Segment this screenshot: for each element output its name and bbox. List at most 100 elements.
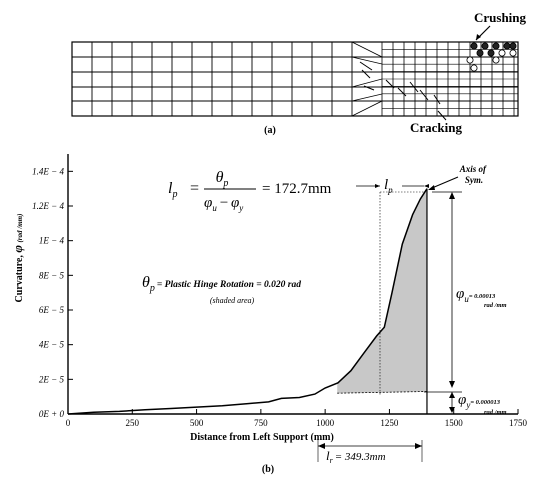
crushing-marker bbox=[481, 42, 489, 50]
y-axis-title: Curvature, φ (rad /mm) bbox=[10, 214, 25, 303]
crack-mark bbox=[419, 89, 429, 101]
crack-mark bbox=[359, 61, 373, 71]
theta-symbol: θ bbox=[142, 274, 150, 291]
y-tick-label: 1.4E − 4 bbox=[32, 166, 64, 176]
lr-arrow-left bbox=[318, 443, 325, 449]
y-tick-label: 1E − 4 bbox=[39, 236, 65, 246]
theta-note: (shaded area) bbox=[210, 296, 255, 305]
phi-u-arrow-bottom bbox=[449, 381, 455, 388]
axis-of-sym-line1: Axis of bbox=[459, 164, 487, 174]
crushing-marker bbox=[509, 42, 517, 50]
y-tick-label: 0E + 0 bbox=[39, 409, 65, 419]
lp-formula-num: θ bbox=[216, 169, 224, 186]
phi-y-label: φy= 0.000013 bbox=[458, 392, 501, 410]
theta-sub: p bbox=[149, 283, 155, 294]
phi-u-sub: u bbox=[464, 294, 469, 304]
crack-mark bbox=[433, 94, 441, 105]
lp-marker-sub: p bbox=[387, 185, 393, 195]
phi-u-value: = 0.00013 bbox=[469, 293, 496, 300]
cracking-arrow bbox=[437, 110, 447, 121]
phi-u-arrow-top bbox=[449, 192, 455, 199]
mesh-transition-line bbox=[351, 93, 383, 102]
mesh-transition-line bbox=[351, 41, 383, 58]
phi-y-unit: rad /mm bbox=[484, 409, 507, 416]
mesh-transition-line bbox=[351, 78, 383, 88]
crushing-marker bbox=[466, 56, 474, 64]
theta-annotation: θp = Plastic Hinge Rotation = 0.020 rad (… bbox=[142, 274, 301, 305]
axis-of-sym-line2: Sym. bbox=[465, 175, 483, 185]
lr-symbol: l bbox=[326, 448, 330, 463]
lp-formula: lp = θp φu − φy = 172.7mm bbox=[168, 169, 332, 213]
mesh-transition-line bbox=[351, 100, 383, 117]
svg-text:θp= Plastic Hinge Rotation = 0: θp = Plastic Hinge Rotation = 0.020 rad bbox=[142, 274, 301, 294]
svg-text:lp: lp bbox=[168, 180, 177, 200]
svg-text:θp: θp bbox=[216, 169, 229, 189]
cracking-label: Cracking bbox=[410, 120, 463, 135]
x-tick-label: 1000 bbox=[316, 418, 335, 428]
x-tick-label: 1500 bbox=[445, 418, 464, 428]
crushing-marker bbox=[470, 64, 478, 72]
lp-arrowhead-left bbox=[375, 184, 380, 188]
crushing-marker bbox=[498, 49, 506, 57]
lp-arrowhead-right bbox=[424, 184, 429, 188]
y-tick-label: 8E − 5 bbox=[39, 270, 65, 280]
mesh-transition-line bbox=[351, 56, 383, 65]
lp-formula-den-a: φ bbox=[204, 195, 212, 211]
lp-formula-lhs: l bbox=[168, 180, 173, 197]
phi-y-symbol: φ bbox=[458, 392, 466, 408]
phi-u-symbol: φ bbox=[456, 286, 464, 302]
x-tick-label: 500 bbox=[190, 418, 204, 428]
crack-mark bbox=[409, 81, 419, 93]
axis-of-sym-arrow bbox=[431, 176, 459, 189]
curvature-chart: 0 250 500 750 1000 1250 1500 1750 0E + 0 2E − 5 4E… bbox=[32, 154, 528, 428]
crushing-marker bbox=[509, 49, 517, 57]
crack-mark bbox=[397, 87, 407, 97]
axis-of-sym-label: Axis of Sym. bbox=[459, 164, 489, 185]
lp-marker: lp bbox=[384, 177, 393, 195]
crack-mark bbox=[385, 79, 395, 89]
lr-label: lr = 349.3mm bbox=[326, 448, 386, 465]
panel-a-label: (a) bbox=[264, 125, 276, 136]
lr-arrow-right bbox=[415, 443, 422, 449]
curve-layer bbox=[67, 188, 428, 415]
y-tick-label: 4E − 5 bbox=[39, 340, 65, 350]
y-axis-unit: (rad /mm) bbox=[16, 214, 24, 243]
phi-y-arrow-top bbox=[449, 392, 455, 398]
lp-formula-den-a-sub: u bbox=[212, 203, 217, 213]
crushing-marker bbox=[487, 49, 495, 57]
phi-u-label: φu= 0.00013 bbox=[456, 286, 496, 304]
y-axis-title-text: Curvature, bbox=[14, 255, 25, 303]
crushing-label: Crushing bbox=[474, 10, 527, 25]
phi-y-arrow-bottom bbox=[449, 407, 455, 413]
y-tick-label: 6E − 5 bbox=[39, 305, 65, 315]
y-tick-label: 1.2E − 4 bbox=[32, 201, 64, 211]
lp-marker-symbol: l bbox=[384, 177, 388, 193]
lr-value: = 349.3mm bbox=[335, 451, 386, 463]
crushing-marker bbox=[503, 42, 511, 50]
y-tick-label: 2E − 5 bbox=[39, 374, 65, 384]
axes-layer bbox=[67, 154, 518, 415]
yield-curvature-line bbox=[337, 391, 427, 394]
crushing-arrowhead bbox=[476, 34, 481, 40]
fe-mesh bbox=[71, 41, 519, 117]
lp-formula-result: = 172.7mm bbox=[262, 181, 332, 197]
svg-text:φu−φy: φu − φy bbox=[204, 195, 243, 213]
x-tick-label: 0 bbox=[66, 418, 71, 428]
lp-formula-num-sub: p bbox=[222, 178, 228, 189]
phi-u-unit: rad /mm bbox=[484, 302, 507, 309]
axis-of-sym-arrowhead bbox=[428, 185, 435, 190]
lp-formula-minus: − bbox=[219, 195, 229, 211]
crushing-marker bbox=[492, 42, 500, 50]
plastic-hinge-shaded-area bbox=[337, 188, 427, 394]
x-tick-label: 750 bbox=[254, 418, 268, 428]
crack-mark bbox=[363, 85, 375, 91]
lp-formula-den-b: φ bbox=[231, 195, 239, 211]
crack-mark bbox=[361, 69, 371, 79]
lp-formula-lhs-sub: p bbox=[171, 189, 177, 200]
lp-formula-den-b-sub: y bbox=[238, 203, 243, 213]
panel-b-label: (b) bbox=[262, 464, 274, 475]
crushing-marker bbox=[476, 49, 484, 57]
y-axis-phi-symbol: φ bbox=[10, 245, 25, 253]
crushing-marker bbox=[470, 42, 478, 50]
